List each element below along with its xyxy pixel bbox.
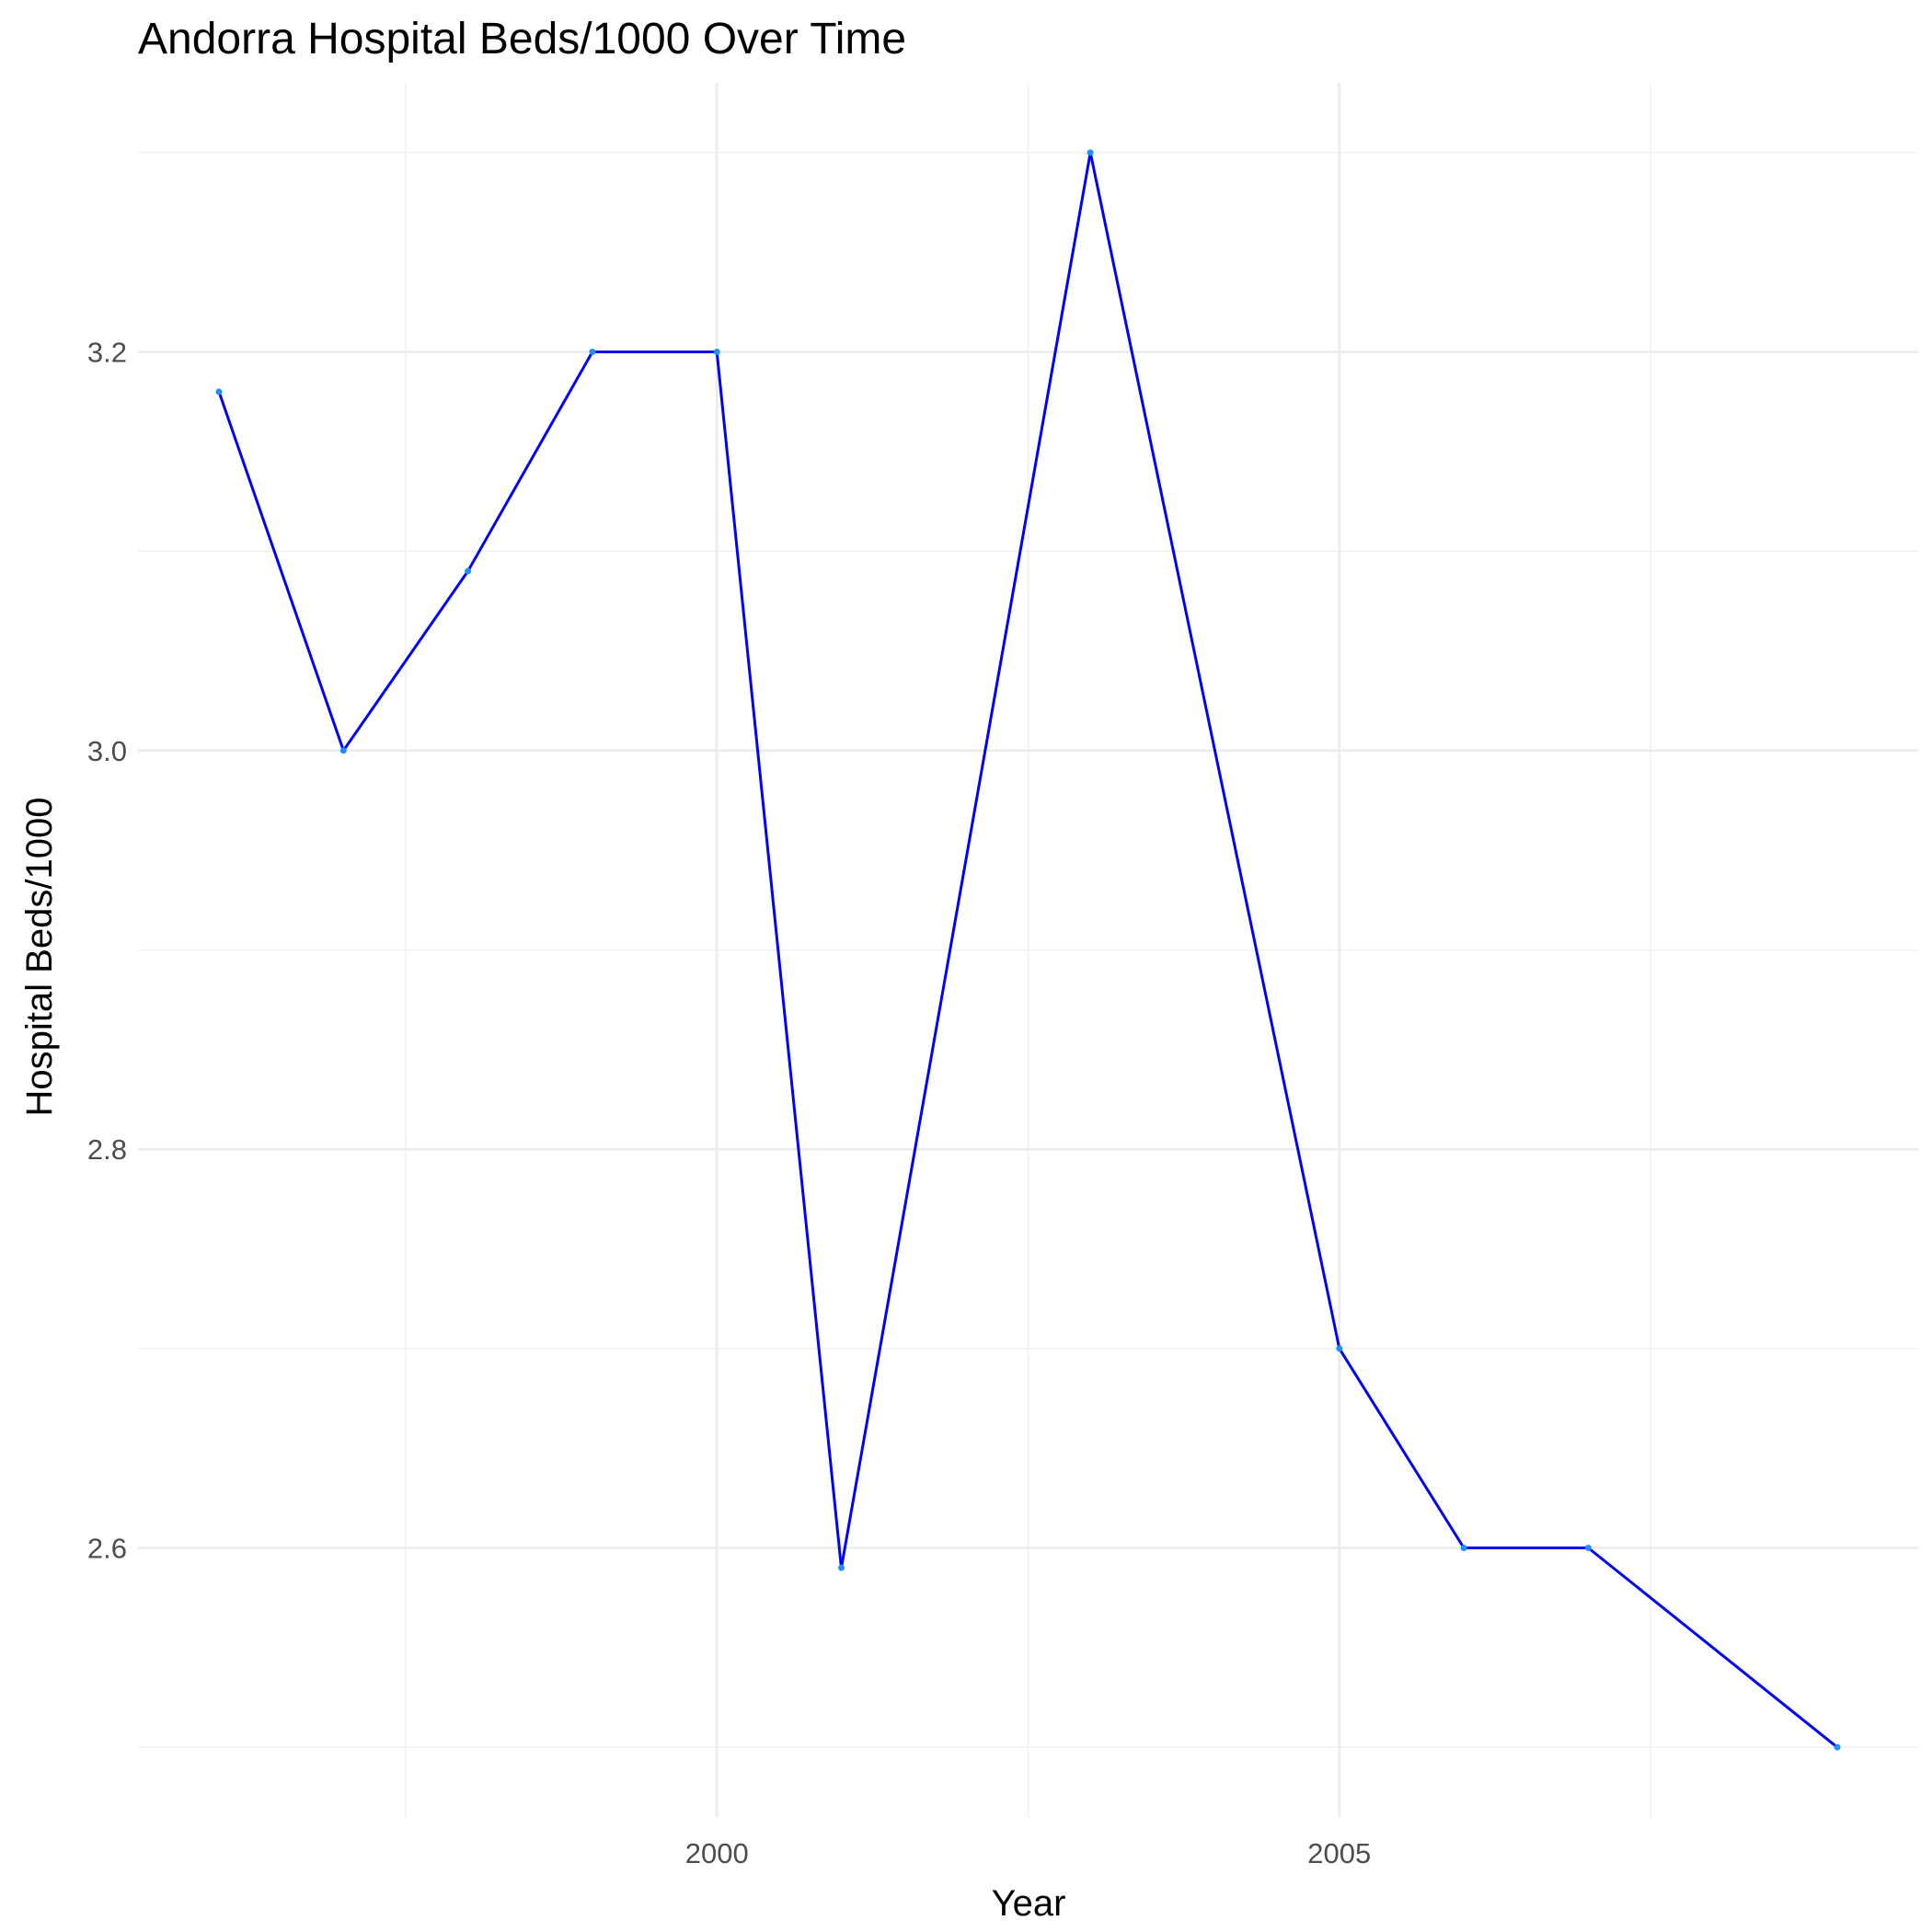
x-axis-title: Year — [992, 1883, 1066, 1924]
y-axis-title: Hospital Beds/1000 — [19, 798, 60, 1117]
data-point — [465, 568, 472, 575]
tick-labels: 2.6 2.8 3.0 3.2 2000 2005 — [87, 337, 1371, 1870]
y-tick-label: 2.8 — [87, 1133, 127, 1166]
data-point — [1087, 149, 1094, 156]
data-point — [589, 349, 596, 355]
series-layer — [215, 149, 1841, 1751]
data-point — [838, 1564, 845, 1571]
data-point — [339, 747, 347, 754]
data-point — [215, 388, 223, 396]
y-tick-label: 2.6 — [87, 1533, 127, 1565]
data-point — [1584, 1545, 1592, 1551]
data-point — [1834, 1743, 1841, 1751]
gridlines — [138, 83, 1918, 1817]
chart-title: Andorra Hospital Beds/1000 Over Time — [138, 15, 906, 63]
y-tick-label: 3.0 — [87, 735, 127, 767]
x-tick-label: 2005 — [1307, 1837, 1371, 1869]
data-point — [1336, 1345, 1343, 1352]
data-point — [1460, 1545, 1467, 1551]
data-point — [713, 349, 720, 355]
x-tick-label: 2000 — [685, 1837, 749, 1869]
y-tick-label: 3.2 — [87, 337, 127, 369]
